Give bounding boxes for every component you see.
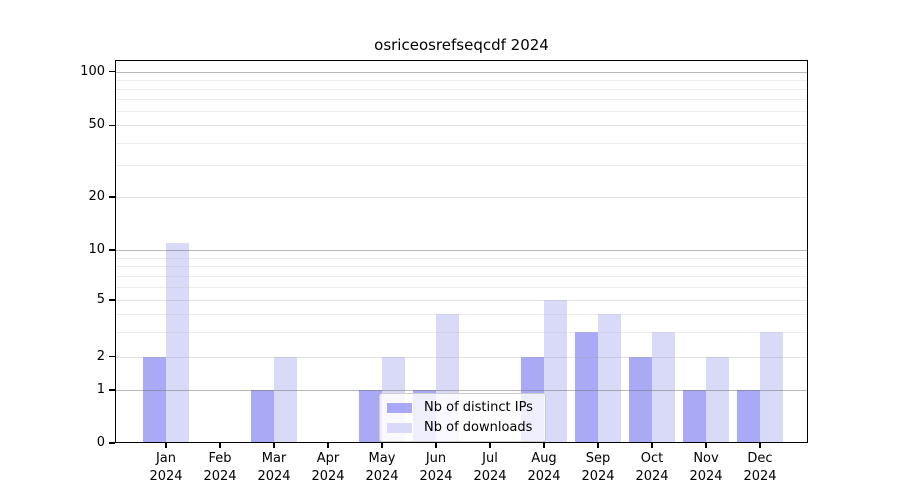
minor-gridline (116, 257, 807, 259)
x-tick-label: Jun 2024 (419, 451, 453, 484)
legend-item-downloads: Nb of downloads (387, 420, 533, 435)
x-tick (435, 443, 437, 448)
gridline (116, 300, 807, 301)
x-tick (327, 443, 329, 448)
bar-distinct-ips (575, 331, 598, 443)
minor-gridline (116, 142, 807, 144)
bar-downloads (706, 356, 729, 443)
minor-gridline (116, 99, 807, 101)
minor-gridline (116, 286, 807, 288)
y-tick-label: 20 (88, 189, 105, 204)
x-tick (759, 443, 761, 448)
gridline (116, 356, 807, 358)
chart-title: osriceosrefseqcdf 2024 (374, 36, 549, 54)
gridline (116, 197, 807, 198)
bar-downloads (652, 331, 675, 443)
y-tick (109, 355, 115, 358)
minor-gridline (116, 313, 807, 315)
legend: Nb of distinct IPs Nb of downloads (379, 393, 546, 442)
y-tick-label: 1 (96, 382, 105, 397)
x-tick (219, 443, 221, 448)
bar-downloads (544, 300, 567, 443)
bar-distinct-ips (683, 390, 706, 443)
plot-area (115, 60, 808, 443)
x-tick-label: Nov 2024 (689, 451, 723, 484)
minor-gridline (116, 88, 807, 90)
legend-swatch-distinct-ips (387, 402, 412, 413)
x-tick-label: Apr 2024 (311, 451, 345, 484)
y-tick (109, 389, 115, 391)
y-tick (109, 249, 115, 251)
x-tick-label: May 2024 (365, 451, 399, 484)
bar-downloads (274, 356, 297, 443)
x-tick (651, 443, 653, 448)
y-tick (109, 442, 115, 444)
y-tick (109, 124, 115, 127)
x-tick (273, 443, 275, 448)
x-tick (381, 443, 383, 448)
bar-downloads (166, 242, 189, 443)
x-tick-label: Mar 2024 (257, 451, 291, 484)
x-tick-label: Dec 2024 (743, 451, 777, 484)
legend-swatch-downloads (387, 422, 412, 433)
bar-distinct-ips (251, 390, 274, 443)
x-tick-label: Feb 2024 (203, 451, 237, 484)
minor-gridline (116, 331, 807, 333)
bar-distinct-ips (737, 390, 760, 443)
bar-distinct-ips (359, 390, 382, 443)
y-tick-label: 5 (96, 292, 105, 307)
bar-downloads (598, 313, 621, 443)
x-tick (489, 443, 491, 448)
legend-label-distinct-ips: Nb of distinct IPs (424, 400, 533, 415)
minor-gridline (116, 165, 807, 167)
x-tick-label: Aug 2024 (527, 451, 561, 484)
gridline (116, 125, 807, 127)
y-tick (109, 196, 115, 198)
minor-gridline (116, 111, 807, 113)
bar-downloads (760, 331, 783, 443)
x-tick-label: Jan 2024 (149, 451, 183, 484)
y-tick-label: 0 (96, 435, 105, 450)
minor-gridline (116, 266, 807, 268)
x-tick (705, 443, 707, 448)
gridline (116, 250, 807, 251)
y-tick-label: 10 (88, 242, 105, 257)
bar-distinct-ips (143, 356, 166, 443)
x-tick (165, 443, 167, 448)
y-tick-label: 50 (88, 117, 105, 133)
minor-gridline (116, 79, 807, 81)
x-tick-label: Sep 2024 (581, 451, 615, 484)
y-tick (109, 299, 115, 301)
minor-gridline (116, 275, 807, 277)
y-tick-label: 2 (96, 348, 105, 364)
x-tick-label: Oct 2024 (635, 451, 669, 484)
legend-label-downloads: Nb of downloads (424, 420, 533, 435)
x-tick-label: Jul 2024 (473, 451, 507, 484)
x-tick (543, 443, 545, 448)
gridline (116, 71, 807, 73)
x-tick (597, 443, 599, 448)
y-tick-label: 100 (80, 63, 105, 79)
bar-distinct-ips (629, 356, 652, 443)
legend-item-distinct-ips: Nb of distinct IPs (387, 400, 533, 415)
gridline (116, 390, 807, 391)
y-tick (109, 70, 115, 73)
